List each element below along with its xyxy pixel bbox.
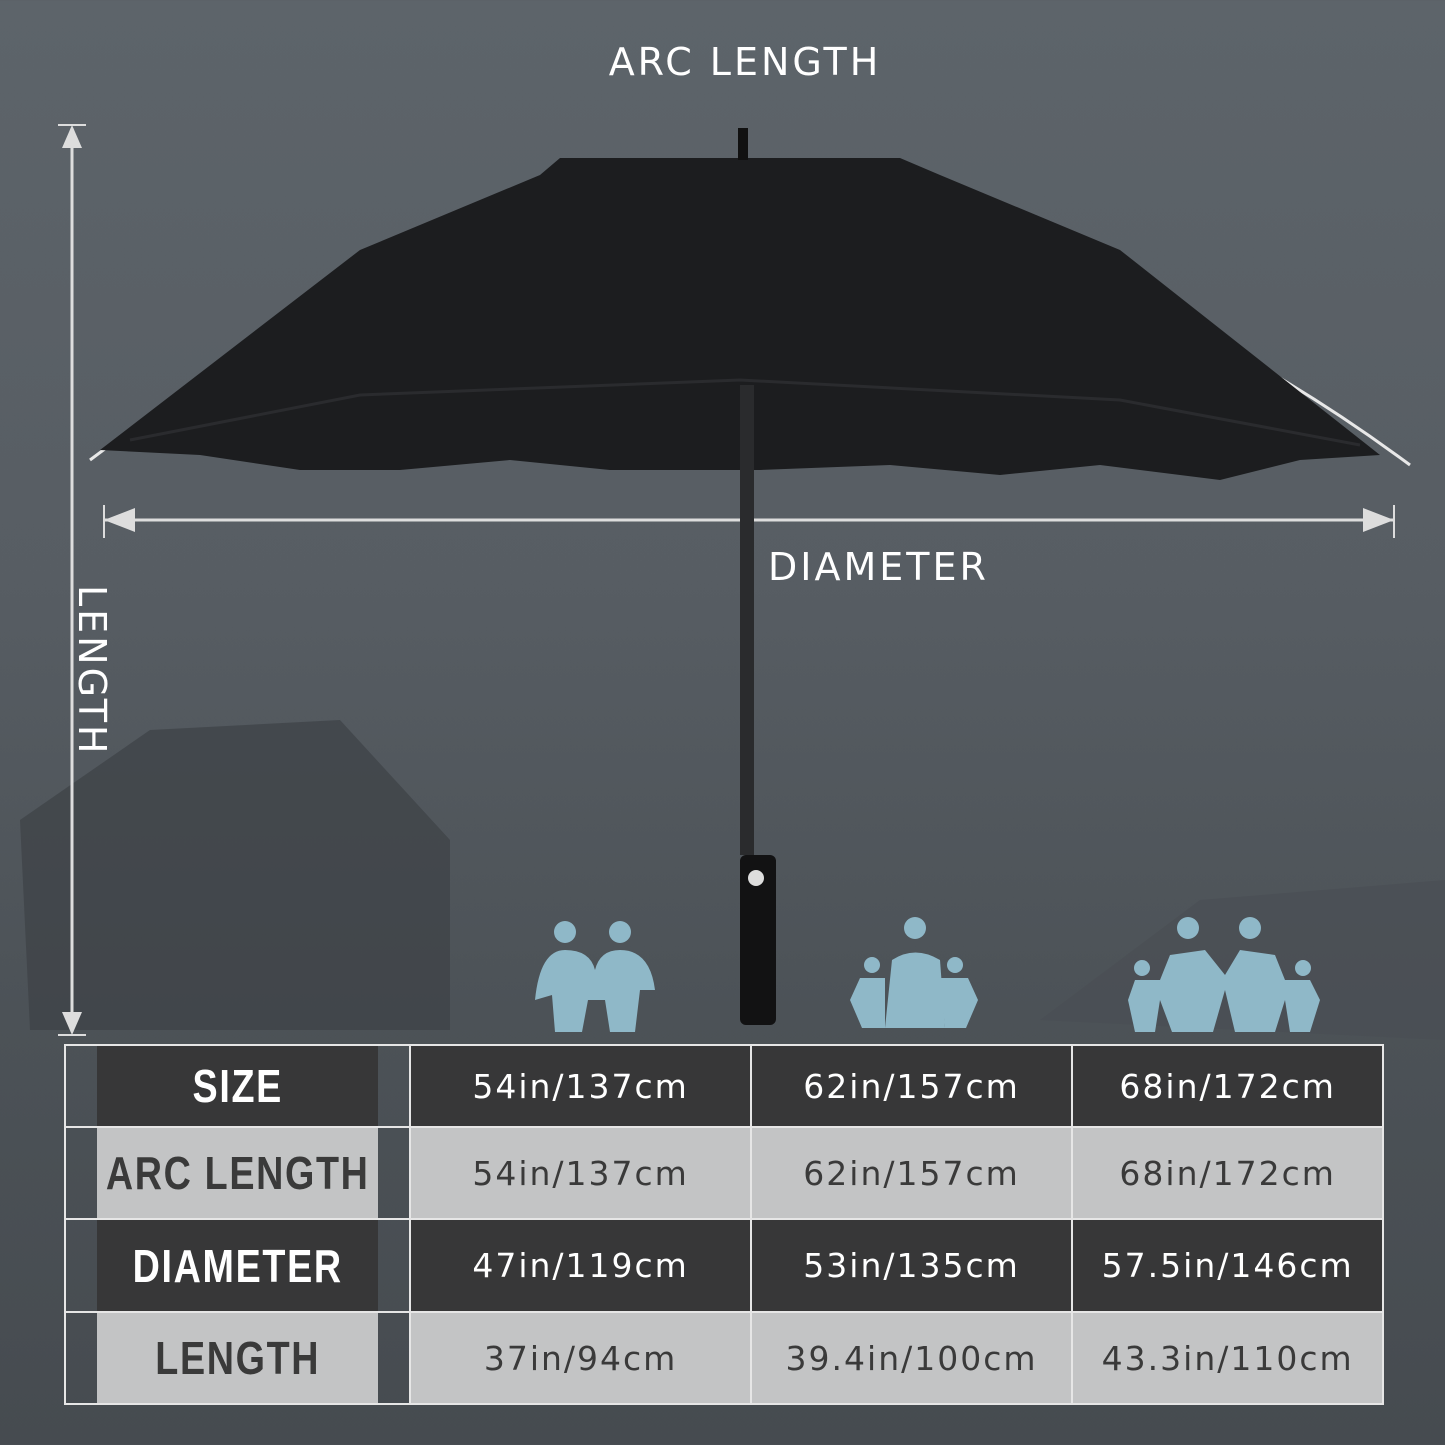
table-cell: 47in/119cm (409, 1218, 752, 1313)
diameter-label: DIAMETER (768, 545, 989, 589)
table-cell: 62in/157cm (749, 1126, 1074, 1220)
table-cell: 57.5in/146cm (1071, 1218, 1384, 1313)
couple-icon (535, 921, 655, 1032)
row-header: ARC LENGTH (95, 1126, 381, 1220)
length-label: LENGTH (70, 585, 114, 757)
family-of-four-icon (850, 917, 978, 1028)
family-of-five-icon (1128, 917, 1320, 1032)
table-row-size: SIZE 54in/137cm 62in/157cm 68in/172cm (65, 1044, 1384, 1128)
row-header: LENGTH (95, 1311, 381, 1405)
umbrella-shaft (740, 385, 754, 855)
table-cell: 54in/137cm (409, 1126, 752, 1220)
size-table: SIZE 54in/137cm 62in/157cm 68in/172cm AR… (64, 1044, 1384, 1405)
table-row-arc-length: ARC LENGTH 54in/137cm 62in/157cm 68in/17… (65, 1126, 1384, 1220)
table-row-length: LENGTH 37in/94cm 39.4in/100cm 43.3in/110… (65, 1311, 1384, 1405)
table-cell: 62in/157cm (749, 1044, 1074, 1128)
table-cell: 39.4in/100cm (749, 1311, 1074, 1405)
row-header: DIAMETER (95, 1218, 381, 1313)
table-cell: 68in/172cm (1071, 1126, 1384, 1220)
table-cell: 54in/137cm (409, 1044, 752, 1128)
umbrella-handle (740, 855, 776, 1025)
umbrella-canopy (100, 158, 1380, 480)
table-cell: 43.3in/110cm (1071, 1311, 1384, 1405)
table-cell: 37in/94cm (409, 1311, 752, 1405)
table-cell: 68in/172cm (1071, 1044, 1384, 1128)
table-cell: 53in/135cm (749, 1218, 1074, 1313)
background-umbrella (20, 720, 450, 1030)
table-row-diameter: DIAMETER 47in/119cm 53in/135cm 57.5in/14… (65, 1218, 1384, 1313)
arc-length-label: ARC LENGTH (608, 40, 882, 84)
row-header: SIZE (95, 1044, 381, 1128)
